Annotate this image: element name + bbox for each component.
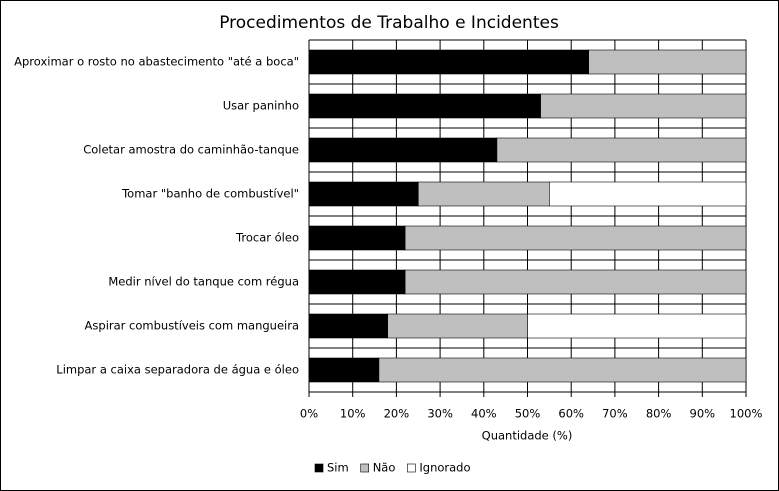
bar-segment: [308, 225, 406, 251]
y-tick-label: Trocar óleo: [235, 231, 299, 245]
x-tick-label: 90%: [690, 407, 716, 421]
bar-segment: [496, 137, 747, 163]
x-tick-label: 40%: [471, 407, 497, 421]
bar-segment: [308, 357, 380, 383]
y-tick-label: Tomar "banho de combustível": [121, 187, 299, 201]
y-tick-label: Medir nível do tanque com régua: [108, 275, 299, 289]
y-tick-label: Usar paninho: [223, 99, 299, 113]
x-tick-label: 70%: [602, 407, 628, 421]
legend-swatch: [360, 463, 370, 473]
x-tick-label: 100%: [730, 407, 763, 421]
legend-label: Ignorado: [419, 461, 470, 475]
y-tick-label: Aspirar combustíveis com mangueira: [85, 319, 299, 333]
x-tick-label: 50%: [515, 407, 541, 421]
bar-segment: [527, 313, 747, 339]
x-axis-title: Quantidade (%): [482, 429, 573, 443]
bar-segment: [308, 269, 406, 295]
legend-swatch: [407, 463, 416, 473]
bar-segment: [387, 313, 528, 339]
x-tick-label: 30%: [427, 407, 453, 421]
x-tick-label: 0%: [300, 407, 318, 421]
x-tick-label: 10%: [340, 407, 366, 421]
bar-segment: [308, 137, 498, 163]
y-tick-label: Aproximar o rosto no abastecimento "até …: [14, 55, 299, 69]
x-tick-label: 20%: [384, 407, 410, 421]
bar-segment: [549, 181, 747, 207]
bar-segment: [308, 313, 388, 339]
bar-segment: [540, 93, 747, 119]
x-tick-label: 60%: [558, 407, 584, 421]
legend-swatch: [314, 463, 324, 473]
chart-title: Procedimentos de Trabalho e Incidentes: [219, 13, 559, 33]
legend-label: Sim: [327, 461, 349, 475]
bar-segment: [404, 225, 747, 251]
bar-segment: [404, 269, 747, 295]
bar-segment: [308, 93, 541, 119]
bar-segment: [308, 181, 419, 207]
legend-label: Não: [373, 461, 396, 475]
y-tick-label: Limpar a caixa separadora de água e óleo: [56, 363, 299, 377]
bar-segment: [308, 49, 589, 75]
bar-segment: [417, 181, 550, 207]
bar-segment: [378, 357, 747, 383]
bar-segment: [588, 49, 747, 75]
x-tick-label: 80%: [646, 407, 672, 421]
y-tick-label: Coletar amostra do caminhão-tanque: [83, 143, 299, 157]
